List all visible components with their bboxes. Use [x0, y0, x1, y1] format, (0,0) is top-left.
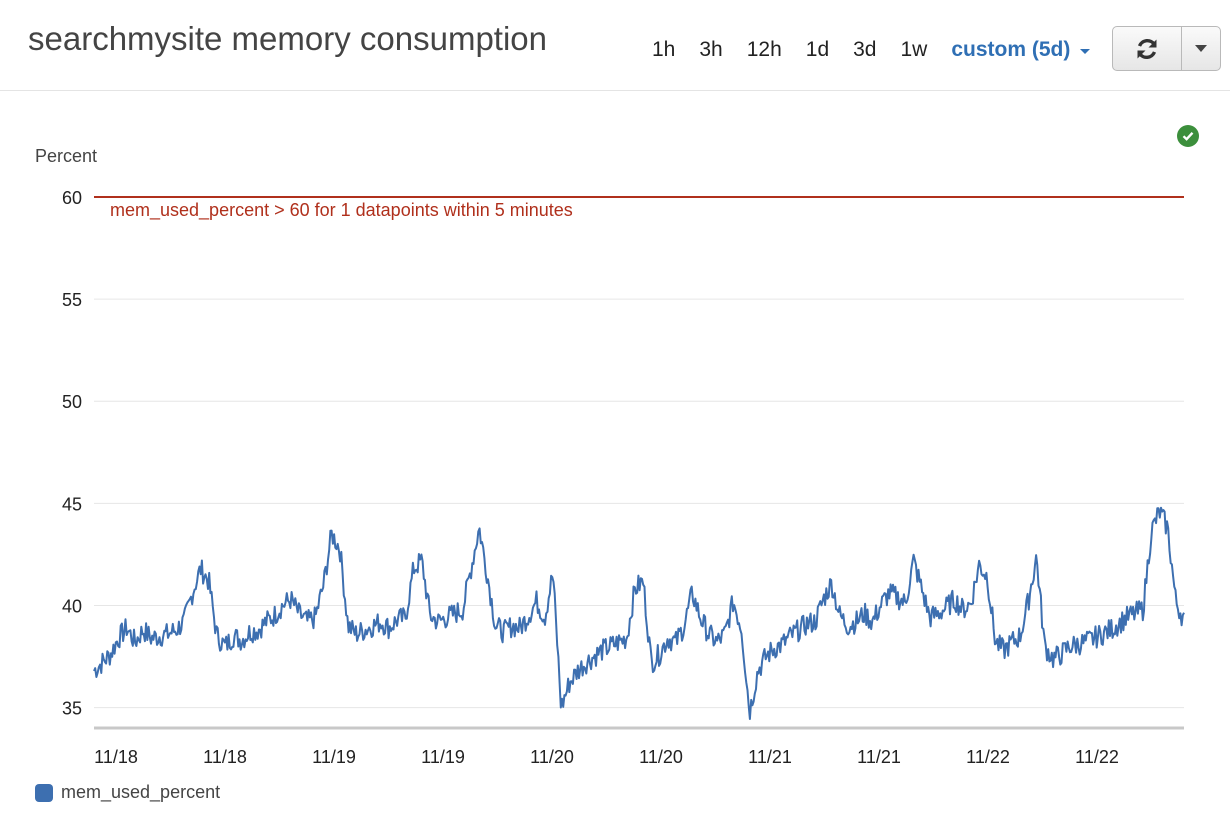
y-tick-label: 35	[62, 699, 82, 719]
legend: mem_used_percent	[35, 782, 220, 803]
x-tick-label: 11/21	[857, 747, 901, 767]
x-tick-label: 11/22	[966, 747, 1010, 767]
y-tick-label: 55	[62, 290, 82, 310]
y-tick-label: 40	[62, 596, 82, 616]
x-tick-label: 11/22	[1075, 747, 1119, 767]
range-3h[interactable]: 3h	[699, 38, 723, 61]
range-custom[interactable]: custom (5d)	[951, 38, 1071, 61]
header: searchmysite memory consumption 1h 3h 12…	[0, 0, 1230, 91]
y-tick-label: 45	[62, 494, 82, 514]
range-1h[interactable]: 1h	[652, 38, 676, 61]
x-tick-label: 11/19	[421, 747, 465, 767]
chevron-down-icon	[1195, 45, 1207, 52]
refresh-options-button[interactable]	[1182, 27, 1220, 70]
refresh-icon	[1137, 38, 1157, 59]
x-tick-label: 11/20	[639, 747, 683, 767]
range-1w[interactable]: 1w	[900, 38, 928, 61]
y-tick-label: 50	[62, 392, 82, 412]
range-1d[interactable]: 1d	[805, 38, 830, 61]
y-axis-label: Percent	[35, 146, 98, 166]
legend-swatch[interactable]	[35, 783, 53, 802]
x-tick-label: 11/19	[312, 747, 356, 767]
range-12h[interactable]: 12h	[746, 38, 782, 61]
time-range-selector: 1h 3h 12h 1d 3d 1w custom (5d)	[640, 36, 1091, 64]
check-circle-icon	[1177, 125, 1199, 147]
x-tick-label: 11/18	[94, 747, 138, 767]
y-tick-label: 60	[62, 188, 82, 208]
range-3d[interactable]: 3d	[853, 38, 877, 61]
threshold-label: mem_used_percent > 60 for 1 datapoints w…	[110, 200, 573, 221]
series-line-mem-used-percent	[93, 506, 1185, 720]
refresh-button-group	[1112, 26, 1221, 71]
refresh-button[interactable]	[1113, 27, 1182, 70]
page-title: searchmysite memory consumption	[28, 20, 548, 57]
x-tick-label: 11/21	[748, 747, 792, 767]
x-tick-label: 11/18	[203, 747, 247, 767]
range-caret-icon[interactable]	[1080, 49, 1091, 54]
legend-label[interactable]: mem_used_percent	[61, 782, 221, 802]
x-tick-label: 11/20	[530, 747, 574, 767]
